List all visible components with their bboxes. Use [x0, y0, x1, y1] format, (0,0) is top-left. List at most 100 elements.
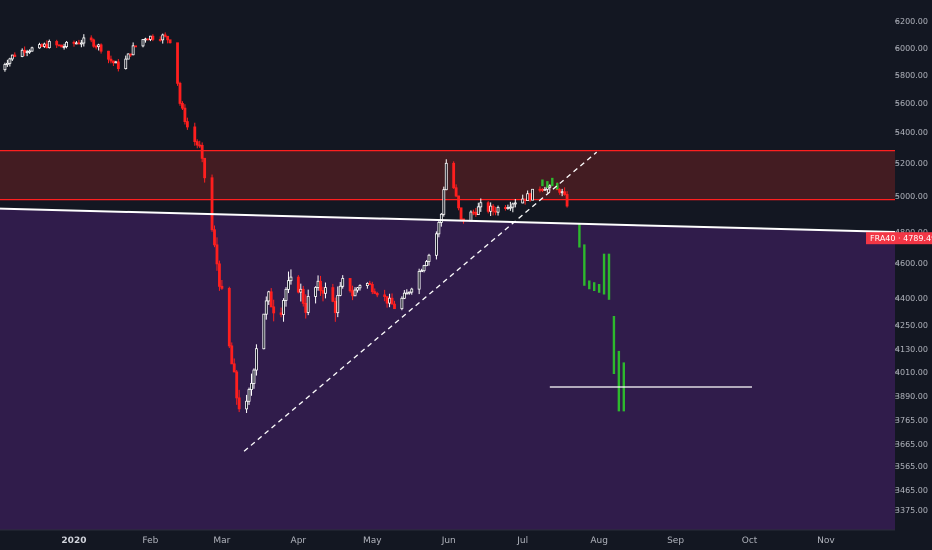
candle-down	[385, 296, 389, 304]
candle-up	[289, 276, 293, 282]
candle-down	[193, 126, 197, 143]
candle-down	[13, 54, 17, 57]
candle-up	[30, 47, 34, 52]
candle-down	[203, 157, 207, 179]
candle-up	[42, 43, 46, 47]
candle-down	[146, 38, 150, 41]
candle-up	[144, 38, 147, 41]
price-tick-label: 6000.00	[895, 44, 928, 53]
time-tick-label: Jul	[516, 536, 528, 546]
candle-down	[181, 103, 184, 109]
candle-up	[341, 278, 345, 287]
candle-up	[511, 203, 515, 208]
price-tick-label: 5200.00	[895, 159, 928, 168]
candle-up	[513, 202, 517, 205]
projection-bar	[593, 282, 596, 291]
candle-up	[148, 35, 152, 40]
price-tick-label: 4400.00	[895, 294, 928, 303]
candle-down	[89, 37, 93, 41]
projection-bar	[602, 253, 606, 295]
projection-bar	[556, 182, 559, 190]
candle-up	[255, 348, 258, 371]
time-tick-label: 2020	[61, 536, 86, 546]
price-tick-label: 4130.00	[895, 345, 928, 354]
price-tick-label: 5000.00	[895, 192, 928, 201]
time-tick-label: Oct	[742, 536, 758, 546]
candle-up	[405, 292, 409, 295]
candle-down	[504, 207, 507, 209]
candle-down	[474, 211, 478, 215]
candle-up	[262, 313, 266, 350]
time-tick-label: May	[363, 536, 382, 546]
projection-bar	[551, 177, 554, 187]
candle-up	[28, 50, 31, 53]
candle-up	[161, 34, 165, 41]
candle-up	[267, 291, 271, 302]
candle-up	[476, 206, 480, 215]
price-axis-background	[895, 0, 932, 550]
candle-up	[62, 46, 66, 48]
candle-down	[565, 194, 569, 207]
candle-up	[141, 39, 145, 47]
candle-up	[388, 297, 391, 304]
candle-up	[439, 213, 443, 223]
candle-up	[417, 271, 421, 290]
candle-up	[47, 41, 51, 49]
candle-up	[336, 295, 340, 314]
candle-down	[178, 82, 182, 104]
candle-up	[131, 45, 135, 56]
candle-up	[114, 61, 118, 64]
candle-down	[563, 191, 567, 195]
candle-up	[8, 58, 12, 64]
price-badge	[866, 232, 932, 245]
time-tick-label: Mar	[213, 536, 230, 546]
candle-down	[40, 44, 44, 47]
candle-down	[301, 288, 305, 304]
candle-up	[425, 261, 428, 267]
price-tick-label: 5800.00	[895, 71, 928, 80]
candle-down	[230, 345, 234, 365]
candle-down	[494, 210, 497, 213]
candle-up	[25, 51, 29, 54]
candle-down	[390, 297, 394, 305]
candle-up	[420, 270, 424, 273]
candle-up	[252, 369, 256, 384]
price-tick-label: 3665.00	[895, 440, 928, 449]
price-tick-label: 4600.00	[895, 259, 928, 268]
candle-down	[112, 60, 115, 64]
price-tick-label: 3465.00	[895, 486, 928, 495]
candle-up	[287, 280, 290, 290]
candle-up	[400, 297, 404, 310]
time-tick-label: Apr	[291, 536, 307, 546]
candle-up	[10, 54, 14, 60]
candle-down	[541, 188, 544, 191]
price-tick-label: 3890.00	[895, 392, 928, 401]
candle-down	[491, 205, 495, 212]
candle-down	[151, 35, 155, 40]
candle-down	[200, 144, 204, 159]
candle-up	[437, 222, 441, 235]
candle-up	[469, 211, 473, 222]
candle-up	[506, 207, 510, 209]
candle-down	[163, 34, 167, 37]
candle-down	[319, 280, 322, 291]
candle-up	[353, 289, 357, 297]
candle-up	[548, 185, 552, 188]
candle-down	[459, 207, 463, 220]
time-axis-background	[0, 530, 932, 550]
candle-down	[558, 189, 562, 193]
candle-up	[264, 300, 268, 315]
candle-up	[508, 206, 512, 209]
candle-down	[116, 61, 120, 69]
candle-up	[560, 191, 564, 194]
candle-down	[227, 287, 231, 347]
candle-down	[232, 363, 236, 373]
candle-down	[348, 278, 352, 292]
candle-down	[158, 39, 162, 41]
candle-up	[284, 288, 288, 301]
candle-down	[195, 141, 199, 146]
candle-down	[45, 43, 49, 49]
candle-down	[94, 45, 98, 48]
price-tick-label: 3375.00	[895, 506, 928, 515]
